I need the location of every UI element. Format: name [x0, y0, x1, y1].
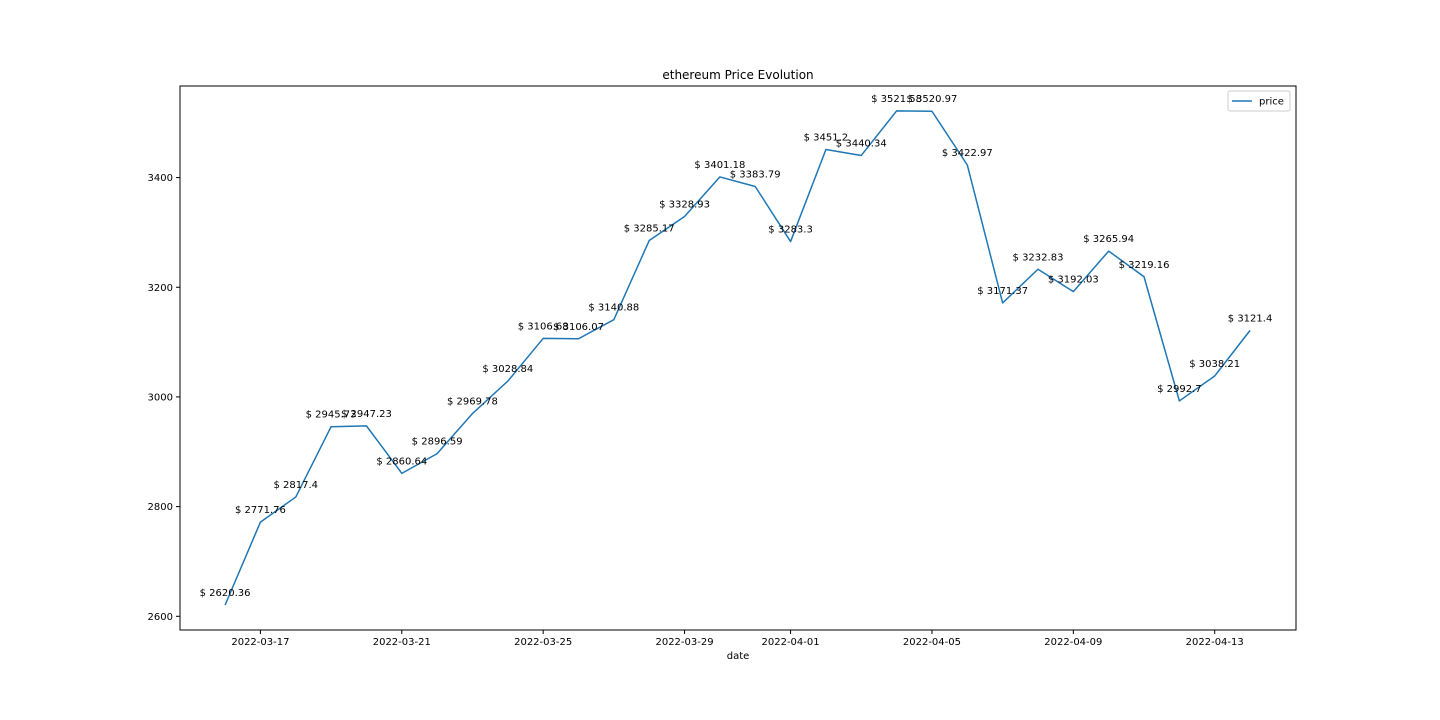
data-label: $ 3283.3	[768, 225, 813, 236]
data-label: $ 3106.07	[553, 322, 604, 333]
data-label: $ 2817.4	[273, 480, 318, 491]
legend-box	[1227, 90, 1291, 112]
data-label: $ 3171.37	[977, 286, 1028, 297]
x-tick-label: 2022-04-01	[762, 637, 820, 648]
x-tick-label: 2022-03-21	[373, 637, 431, 648]
x-axis: 2022-03-17 2022-03-21 2022-03-25 2022-03-29…	[231, 630, 1244, 648]
data-label: $ 2947.23	[341, 409, 392, 420]
data-label: $ 3219.16	[1119, 260, 1170, 271]
y-tick-label: 3000	[148, 392, 173, 403]
x-tick-label: 2022-03-29	[655, 637, 713, 648]
series-price	[224, 110, 1251, 606]
data-label: $ 2969.78	[447, 397, 498, 408]
data-label: $ 3451.2	[804, 133, 849, 144]
data-label: $ 3232.83	[1013, 252, 1064, 263]
y-axis: 2600 2800 3000 3200 3400	[148, 173, 180, 623]
data-label: $ 3140.88	[588, 303, 639, 314]
data-label: $ 3440.34	[836, 138, 887, 149]
legend: price	[1227, 90, 1291, 112]
x-tick-label: 2022-03-25	[514, 637, 572, 648]
x-tick-label: 2022-04-13	[1186, 637, 1244, 648]
data-label: $ 3383.79	[730, 169, 781, 180]
y-tick-label: 3400	[148, 173, 173, 184]
data-label: $ 2896.59	[412, 437, 463, 448]
data-label: $ 3422.97	[942, 148, 993, 159]
series-line-price	[224, 110, 1251, 606]
data-label: $ 3328.93	[659, 200, 710, 211]
data-label: $ 2771.76	[235, 505, 286, 516]
data-label: $ 2860.64	[376, 456, 427, 467]
data-label: $ 2945.73	[306, 410, 357, 421]
data-label: $ 3121.4	[1228, 313, 1273, 324]
legend-label-price: price	[1259, 97, 1284, 108]
x-tick-label: 2022-03-17	[231, 637, 289, 648]
x-axis-title: date	[727, 651, 750, 662]
data-label: $ 2620.36	[200, 588, 251, 599]
x-tick-label: 2022-04-09	[1044, 637, 1102, 648]
y-tick-label: 3200	[148, 283, 173, 294]
data-label: $ 2992.7	[1157, 384, 1202, 395]
data-label: $ 3285.17	[624, 224, 675, 235]
x-tick-label: 2022-04-05	[903, 637, 961, 648]
data-label: $ 3521.58	[871, 94, 922, 105]
data-labels: $ 2620.36 $ 2771.76 $ 2817.4 $ 2945.73$ 294…	[200, 94, 1273, 599]
data-label: $ 3265.94	[1083, 234, 1134, 245]
y-tick-label: 2800	[148, 502, 173, 513]
plot-frame	[179, 85, 1297, 631]
data-label: $ 3038.21	[1189, 359, 1240, 370]
chart-title: ethereum Price Evolution	[662, 68, 813, 82]
data-label: $ 3401.18	[694, 160, 745, 171]
data-label: $ 3520.97	[906, 94, 957, 105]
data-label: $ 3106.68	[518, 321, 569, 332]
data-label: $ 3028.84	[482, 364, 533, 375]
data-label: $ 3192.03	[1048, 275, 1099, 286]
y-tick-label: 2600	[148, 612, 173, 623]
